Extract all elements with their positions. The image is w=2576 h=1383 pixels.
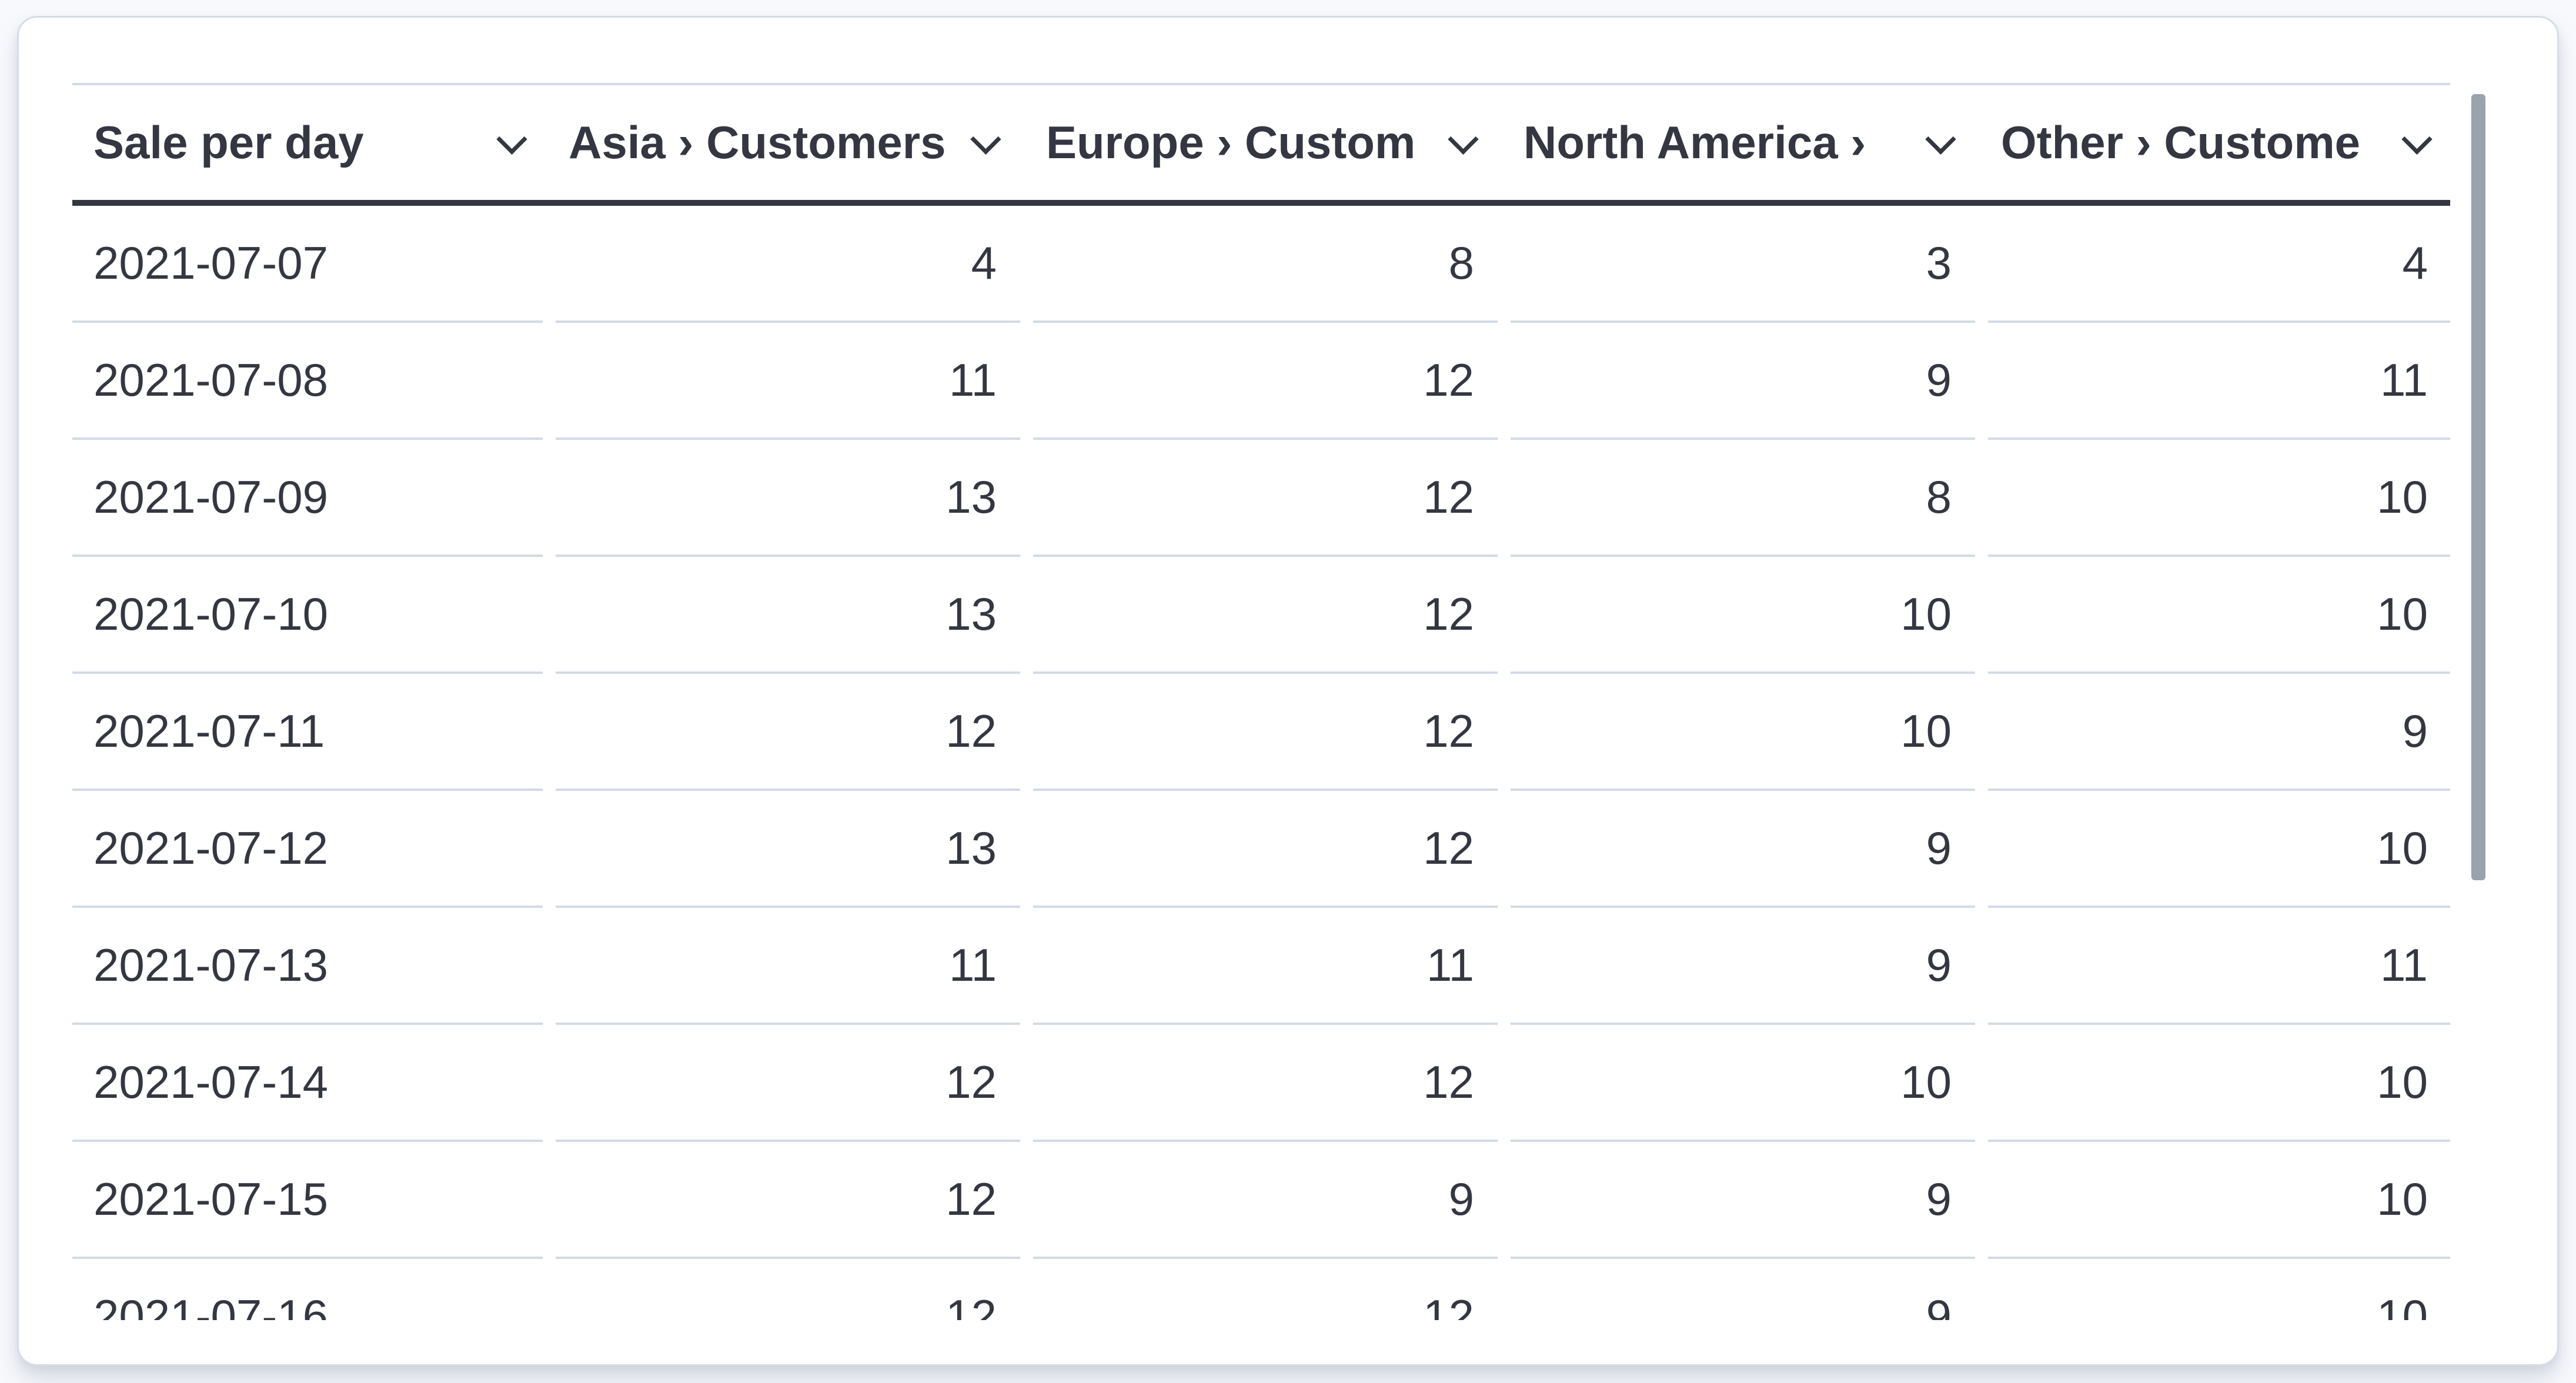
chevron-down-icon[interactable]: [496, 123, 527, 155]
cell-asia: 13: [556, 440, 1020, 557]
cell-date: 2021-07-09: [72, 440, 543, 557]
column-header-label: Asia › Customers: [569, 116, 946, 168]
cell-europe: 12: [1033, 323, 1498, 440]
column-header-sale-per-day[interactable]: Sale per day: [72, 85, 543, 200]
vertical-scrollbar-thumb[interactable]: [2471, 94, 2485, 880]
table-row: 2021-07-07 4 8 3 4: [72, 206, 2450, 323]
table-row: 2021-07-11 12 12 10 9: [72, 674, 2450, 791]
table-row: 2021-07-12 13 12 9 10: [72, 791, 2450, 908]
cell-north-america: 10: [1511, 674, 1975, 791]
cell-north-america: 10: [1511, 557, 1975, 674]
cell-other: 10: [1988, 557, 2450, 674]
cell-north-america: 9: [1511, 1259, 1975, 1320]
cell-date: 2021-07-08: [72, 323, 543, 440]
cell-other: 10: [1988, 1142, 2450, 1259]
cell-other: 11: [1988, 908, 2450, 1025]
cell-other: 11: [1988, 323, 2450, 440]
table-row: 2021-07-14 12 12 10 10: [72, 1025, 2450, 1142]
table-row: 2021-07-13 11 11 9 11: [72, 908, 2450, 1025]
cell-date: 2021-07-07: [72, 206, 543, 323]
cell-asia: 12: [556, 1025, 1020, 1142]
cell-north-america: 3: [1511, 206, 1975, 323]
datatable-panel: Sale per day Asia › Customers Europe › C…: [17, 16, 2559, 1366]
column-header-north-america-customers[interactable]: North America ›: [1511, 85, 1975, 200]
column-header-label: Other › Custome: [2001, 116, 2361, 168]
cell-other: 10: [1988, 1259, 2450, 1320]
cell-date: 2021-07-10: [72, 557, 543, 674]
cell-europe: 11: [1033, 908, 1498, 1025]
cell-date: 2021-07-14: [72, 1025, 543, 1142]
cell-north-america: 10: [1511, 1025, 1975, 1142]
cell-asia: 13: [556, 557, 1020, 674]
cell-north-america: 9: [1511, 323, 1975, 440]
column-header-label: North America ›: [1523, 116, 1866, 168]
cell-europe: 12: [1033, 557, 1498, 674]
cell-europe: 12: [1033, 674, 1498, 791]
cell-europe: 12: [1033, 1259, 1498, 1320]
cell-date: 2021-07-11: [72, 674, 543, 791]
table-header-row: Sale per day Asia › Customers Europe › C…: [72, 85, 2450, 206]
cell-europe: 8: [1033, 206, 1498, 323]
cell-date: 2021-07-13: [72, 908, 543, 1025]
cell-europe: 12: [1033, 440, 1498, 557]
cell-north-america: 9: [1511, 791, 1975, 908]
table-body: 2021-07-07 4 8 3 4 2021-07-08 11 12 9 11…: [72, 206, 2450, 1320]
cell-north-america: 9: [1511, 908, 1975, 1025]
column-header-label: Europe › Custom: [1046, 116, 1416, 168]
column-header-label: Sale per day: [93, 116, 364, 168]
table-row: 2021-07-10 13 12 10 10: [72, 557, 2450, 674]
table-row: 2021-07-08 11 12 9 11: [72, 323, 2450, 440]
cell-other: 9: [1988, 674, 2450, 791]
column-header-other-customers[interactable]: Other › Custome: [1988, 85, 2450, 200]
cell-other: 4: [1988, 206, 2450, 323]
cell-other: 10: [1988, 1025, 2450, 1142]
table-row: 2021-07-09 13 12 8 10: [72, 440, 2450, 557]
cell-asia: 12: [556, 1259, 1020, 1320]
cell-asia: 12: [556, 674, 1020, 791]
cell-north-america: 9: [1511, 1142, 1975, 1259]
cell-europe: 12: [1033, 791, 1498, 908]
cell-north-america: 8: [1511, 440, 1975, 557]
column-header-asia-customers[interactable]: Asia › Customers: [556, 85, 1020, 200]
cell-other: 10: [1988, 791, 2450, 908]
cell-europe: 12: [1033, 1025, 1498, 1142]
cell-date: 2021-07-16: [72, 1259, 543, 1320]
cell-asia: 13: [556, 791, 1020, 908]
table-row: 2021-07-15 12 9 9 10: [72, 1142, 2450, 1259]
table-row: 2021-07-16 12 12 9 10: [72, 1259, 2450, 1320]
table-viewport: Sale per day Asia › Customers Europe › C…: [72, 83, 2450, 1320]
chevron-down-icon[interactable]: [2401, 123, 2433, 155]
cell-europe: 9: [1033, 1142, 1498, 1259]
chevron-down-icon[interactable]: [970, 123, 1001, 155]
cell-asia: 11: [556, 908, 1020, 1025]
chevron-down-icon[interactable]: [1925, 123, 1956, 155]
chevron-down-icon[interactable]: [1448, 123, 1479, 155]
cell-other: 10: [1988, 440, 2450, 557]
cell-date: 2021-07-12: [72, 791, 543, 908]
cell-asia: 11: [556, 323, 1020, 440]
column-header-europe-customers[interactable]: Europe › Custom: [1033, 85, 1498, 200]
cell-asia: 4: [556, 206, 1020, 323]
cell-asia: 12: [556, 1142, 1020, 1259]
cell-date: 2021-07-15: [72, 1142, 543, 1259]
